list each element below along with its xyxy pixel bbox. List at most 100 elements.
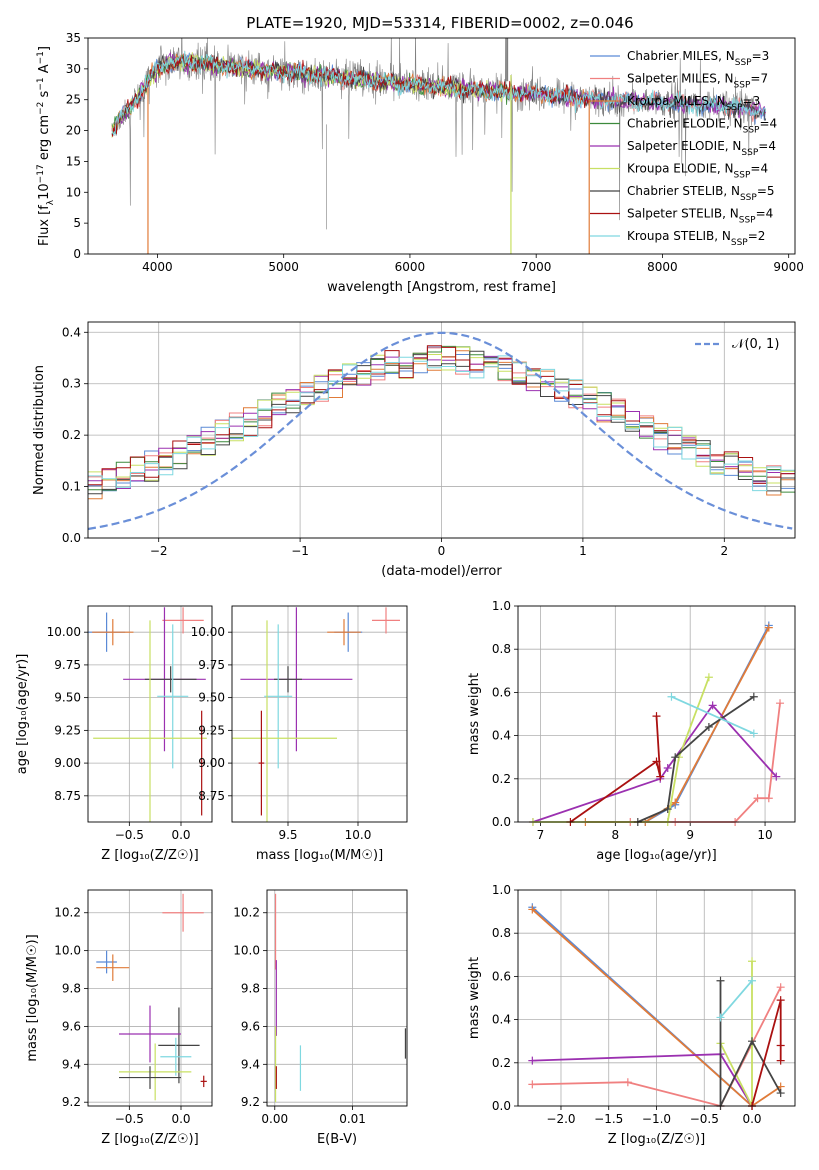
weight-marker — [671, 798, 680, 807]
figure-title: PLATE=1920, MJD=53314, FIBERID=0002, z=0… — [246, 14, 633, 32]
weight-marker — [704, 722, 713, 731]
y-tick-label: 0.2 — [492, 1056, 511, 1070]
x-axis-label: Z [log₁₀(Z/Z☉)] — [101, 848, 198, 863]
weight-line-2 — [532, 986, 782, 1108]
y-tick-label: 0.4 — [62, 325, 81, 339]
weight-marker — [528, 1056, 537, 1065]
weight_vs_Z-lines — [528, 903, 785, 1110]
y-tick-label: 30 — [66, 62, 81, 76]
legend-label: Salpeter MILES, NSSP=7 — [627, 72, 768, 91]
y-tick-label: 0.6 — [492, 969, 511, 983]
spectrum-legend: Chabrier MILES, NSSP=3 Salpeter MILES, NS… — [590, 49, 777, 248]
x-tick-label: 7 — [537, 828, 545, 842]
weight-marker — [656, 772, 665, 781]
weight-marker — [776, 1041, 785, 1050]
x-tick-label: 2 — [720, 544, 728, 558]
weight-marker — [663, 805, 672, 814]
weight-marker — [716, 976, 725, 985]
y-tick-label: 0.6 — [492, 685, 511, 699]
mass_vs_EBV-frame — [266, 889, 408, 1107]
y-tick-label: 9.4 — [241, 1057, 260, 1071]
y-tick-label: 0.4 — [492, 1013, 511, 1027]
weight-marker — [776, 1089, 785, 1098]
weight-marker — [776, 1056, 785, 1065]
x-axis-label: (data-model)/error — [381, 564, 502, 579]
normal-curve — [88, 331, 793, 531]
y-tick-label: 0.8 — [492, 926, 511, 940]
weight-marker — [652, 757, 661, 766]
x-tick-label: −1 — [291, 544, 309, 558]
x-tick-label: 1 — [579, 544, 587, 558]
weight-marker — [623, 1078, 632, 1087]
weight-marker — [749, 729, 758, 738]
age_vs_Z-frame — [87, 605, 213, 823]
x-tick-label: 9000 — [773, 260, 804, 274]
x-tick-label: 7000 — [521, 260, 552, 274]
weight_vs_age-axes: 7 8 9 10 0.0 0.2 0.4 0.6 0.8 1.0 age [log₁₀(age/yr… — [467, 599, 795, 863]
x-axis-label: E(B-V) — [317, 1132, 357, 1147]
age_vs_mass-frame — [231, 605, 408, 823]
histograms — [88, 331, 795, 531]
y-tick-label: 8.75 — [198, 789, 225, 803]
y-axis-label: mass weight — [467, 673, 482, 755]
x-tick-label: 5000 — [268, 260, 299, 274]
y-tick-label: 0.8 — [492, 642, 511, 656]
weight_vs_Z-frame — [517, 889, 796, 1107]
weight-marker — [748, 976, 757, 985]
x-axis-label: Z [log₁₀(Z/Z☉)] — [608, 1132, 705, 1147]
y-tick-label: 9.6 — [241, 1019, 260, 1033]
residuals-legend: 𝒩(0, 1) — [695, 337, 779, 352]
y-tick-label: 0.4 — [492, 729, 511, 743]
x-axis-label: age [log₁₀(age/yr)] — [596, 848, 717, 863]
weight-marker — [708, 701, 717, 710]
y-tick-label: 9.8 — [62, 982, 81, 996]
y-tick-label: 0.0 — [492, 1099, 511, 1113]
y-tick-label: 25 — [66, 93, 81, 107]
age_vs_Z-axes: −0.5 0.0 8.75 9.00 9.25 9.50 9.75 10.00 Z [log₁₀… — [15, 606, 212, 863]
weight-line-3 — [532, 1053, 753, 1107]
weight-line-6 — [751, 999, 782, 1107]
y-tick-label: 9.75 — [198, 658, 225, 672]
residuals-frame — [87, 321, 796, 539]
legend-label: Salpeter ELODIE, NSSP=4 — [627, 139, 776, 158]
y-tick-label: 9.6 — [62, 1019, 81, 1033]
y-tick-label: 9.25 — [198, 723, 225, 737]
x-tick-label: 6000 — [395, 260, 426, 274]
weight-marker — [764, 623, 773, 632]
y-axis-label: Normed distribution — [32, 365, 47, 495]
model-spectrum-7 — [111, 53, 590, 137]
x-axis-label: wavelength [Angstrom, rest frame] — [327, 280, 556, 295]
legend-label: 𝒩(0, 1) — [732, 337, 779, 352]
x-tick-label: 0.0 — [171, 828, 190, 842]
weight-marker — [753, 794, 762, 803]
model-spectrum-8 — [111, 51, 767, 136]
y-tick-label: 9.00 — [54, 756, 81, 770]
weight-line-5 — [637, 695, 755, 823]
weight-line-2 — [630, 703, 781, 823]
y-tick-label: 1.0 — [492, 883, 511, 897]
y-tick-label: 9.00 — [198, 756, 225, 770]
spectrum-axes: 4000 5000 6000 7000 8000 9000 0 5 10 15 20 25 30 35 wa… — [36, 31, 804, 295]
y-tick-label: 10.00 — [191, 625, 225, 639]
weight-marker — [671, 753, 680, 762]
x-tick-label: 0 — [438, 544, 446, 558]
y-tick-label: 9.50 — [54, 691, 81, 705]
weight_vs_age-frame — [517, 605, 796, 823]
x-tick-label: −1.5 — [594, 1112, 623, 1126]
y-tick-label: 0.2 — [62, 428, 81, 442]
y-tick-label: 10.00 — [47, 625, 81, 639]
x-tick-label: −0.5 — [690, 1112, 719, 1126]
x-tick-label: 8 — [612, 828, 620, 842]
weight-line-6 — [569, 716, 662, 823]
x-tick-label: −2.0 — [546, 1112, 575, 1126]
y-tick-label: 20 — [66, 124, 81, 138]
y-tick-label: 9.2 — [241, 1095, 260, 1109]
mass_vs_Z-frame — [87, 889, 213, 1107]
y-tick-label: 10 — [66, 185, 81, 199]
y-tick-label: 8.75 — [54, 789, 81, 803]
x-tick-label: 9 — [686, 828, 694, 842]
x-axis-label: mass [log₁₀(M/M☉)] — [256, 848, 383, 863]
histogram-6 — [88, 350, 795, 495]
y-tick-label: 9.8 — [241, 982, 260, 996]
y-tick-label: 10.2 — [54, 906, 81, 920]
